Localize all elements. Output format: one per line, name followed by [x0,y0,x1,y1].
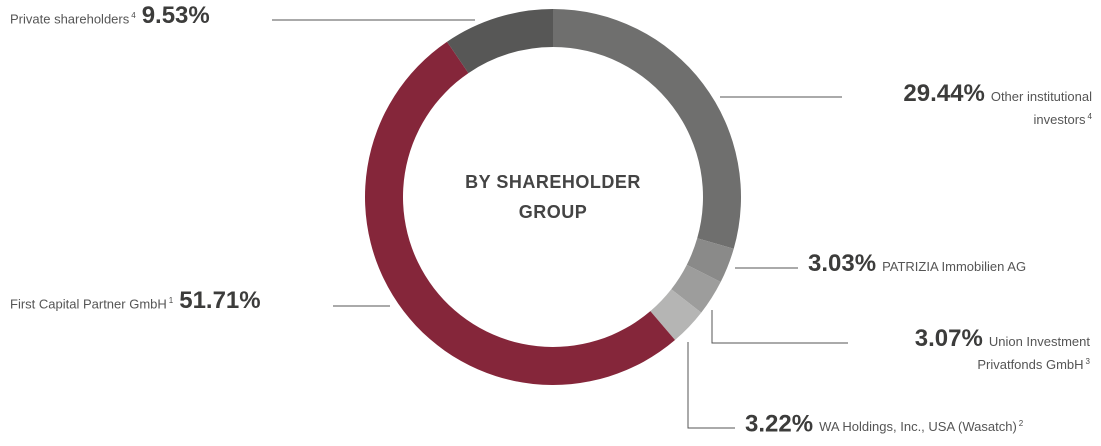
slice [553,9,741,249]
category-label: First Capital Partner GmbH [10,296,167,312]
slice-label: First Capital Partner GmbH 1 51.71% [10,289,340,314]
chart-title: BY SHAREHOLDER GROUP [465,172,641,222]
category-label: Private shareholders [10,11,130,27]
value-label: 3.22% [745,410,814,438]
value-label: 3.07% [914,325,983,352]
slice [686,238,734,283]
slice-label: Private shareholders 4 9.53% [10,4,272,29]
category-label: Union Investment Privatfonds GmbH [977,334,1090,373]
value-label: 3.03% [808,250,877,277]
slice-label: 29.44% Other institutional investors 4 [852,82,1092,130]
slice-label: 3.07% Union Investment Privatfonds GmbH 3 [858,327,1090,375]
slice [650,289,702,341]
category-label: Other institutional investors [990,89,1092,128]
slice-label: 3.22% WA Holdings, Inc., USA (Wasatch) 2 [745,412,1099,437]
footnote: 4 [131,11,136,20]
leader-line [711,310,848,344]
slice-label: 3.03% PATRIZIA Immobilien AG [808,252,1098,277]
slice [671,264,721,313]
category-label: PATRIZIA Immobilien AG [882,259,1027,274]
category-label: WA Holdings, Inc., USA (Wasatch) [819,419,1017,435]
footnote: 3 [1085,357,1090,366]
footnote: 4 [1087,112,1092,121]
slice [447,9,553,74]
leader-line [687,342,735,429]
slice [365,41,676,385]
value-label: 9.53% [141,2,210,30]
value-label: 51.71% [179,287,261,315]
value-label: 29.44% [903,80,985,107]
footnote: 2 [1018,419,1024,428]
footnote: 1 [168,296,174,305]
